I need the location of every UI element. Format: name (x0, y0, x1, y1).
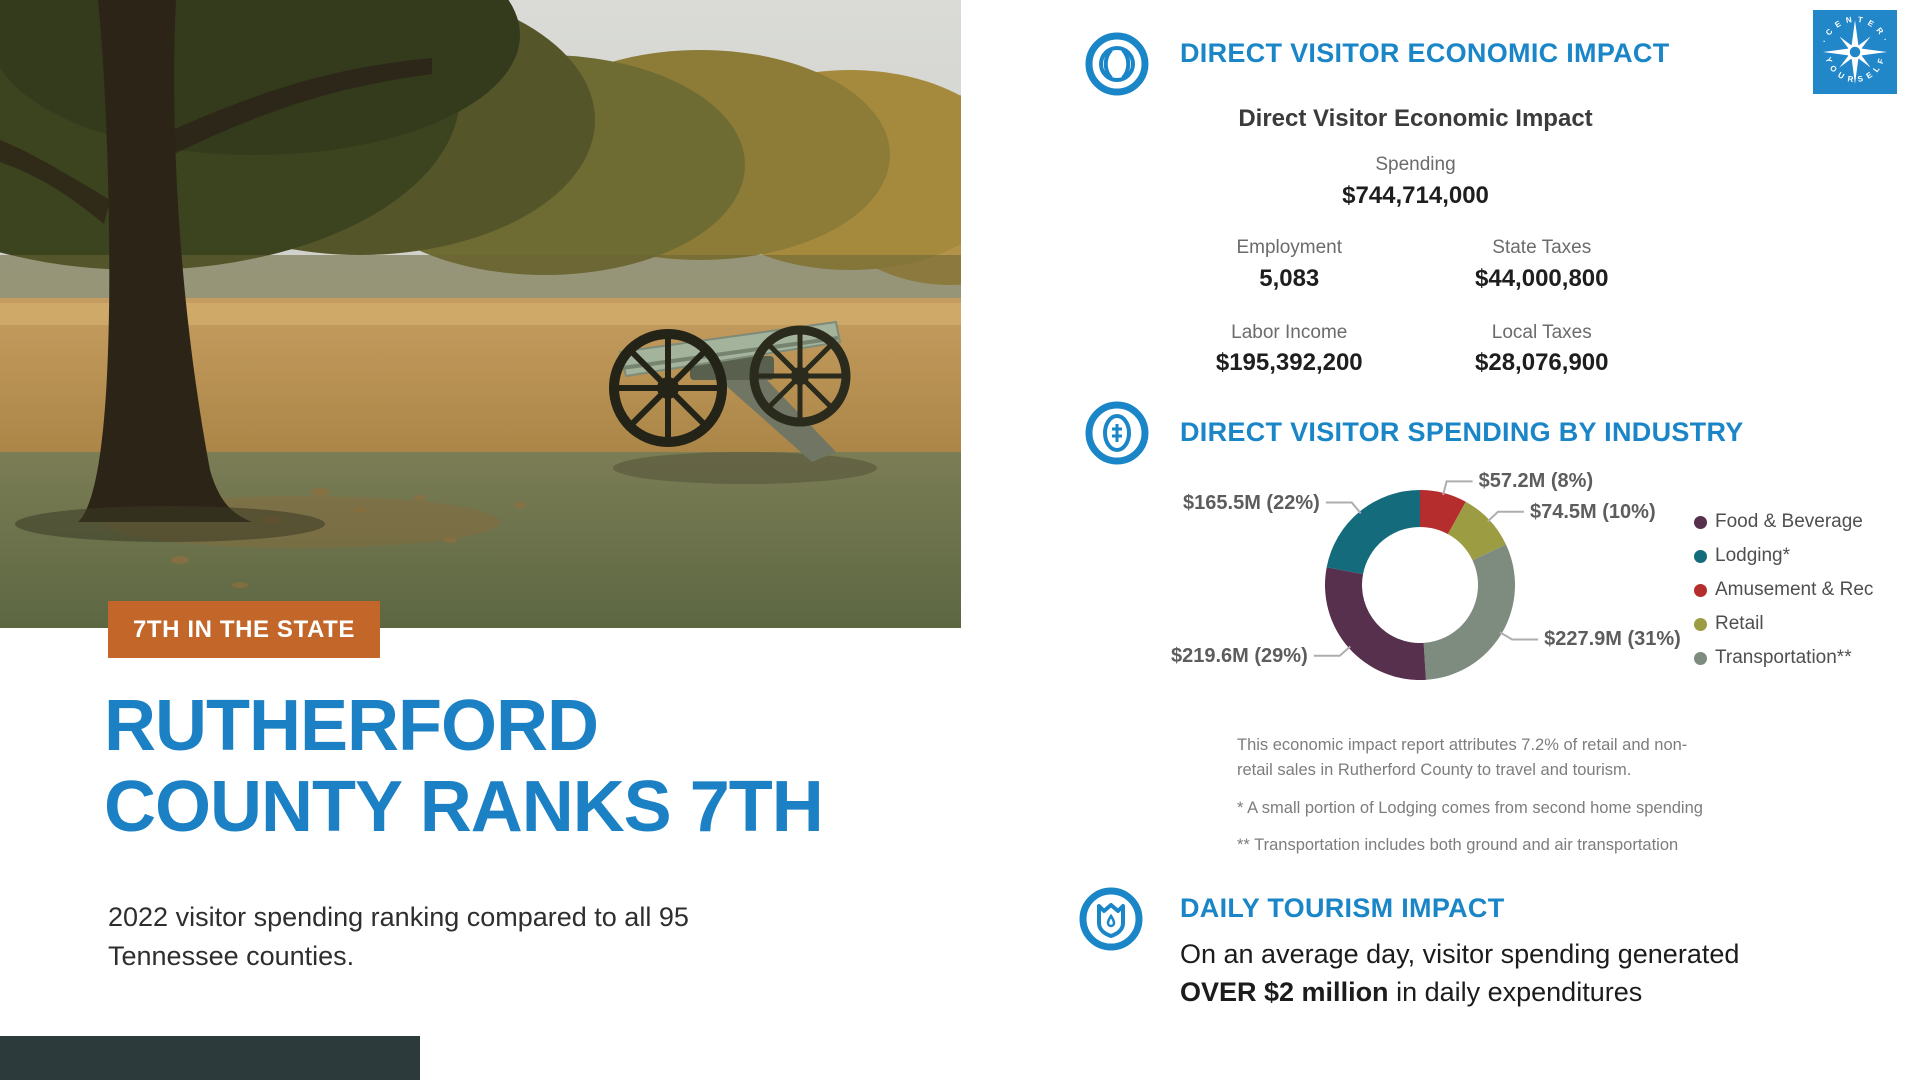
daily-impact-suffix: in daily expenditures (1388, 976, 1643, 1007)
donut-slice-food-beverage (1325, 567, 1426, 680)
donut-label-connector (1325, 501, 1362, 514)
legend-item: Transportation** (1694, 641, 1873, 675)
donut-slice-amusement-rec (1420, 490, 1466, 535)
stat-labor-income: Labor Income $195,392,200 (1163, 321, 1416, 378)
donut-label-connector (1499, 631, 1539, 641)
legend-item: Retail (1694, 607, 1873, 641)
photo-illustration (0, 0, 961, 628)
compass-rose-logo: · C E N T E R · Y O U R S E L F (1813, 10, 1897, 94)
legend-label: Transportation** (1715, 647, 1852, 668)
donut-legend: Food & Beverage Lodging* Amusement & Rec… (1694, 505, 1873, 675)
stat-state-taxes: State Taxes $44,000,800 (1416, 236, 1669, 293)
page-title: RUTHERFORD COUNTY RANKS 7TH (104, 686, 924, 849)
stat-local-taxes: Local Taxes $28,076,900 (1416, 321, 1669, 378)
daily-impact-line1: On an average day, visitor spending gene… (1180, 939, 1740, 969)
stat-value: $28,076,900 (1475, 349, 1609, 377)
shield-circle-icon (1078, 886, 1144, 952)
page-subtitle: 2022 visitor spending ranking compared t… (108, 902, 689, 972)
cannon-wheel-left (609, 329, 727, 447)
section-header-daily-impact: DAILY TOURISM IMPACT (1180, 893, 1505, 923)
legend-item: Food & Beverage (1694, 505, 1873, 539)
stat-spending: Spending $744,714,000 (1163, 153, 1668, 210)
page-title-line1: RUTHERFORD (104, 686, 599, 766)
impact-chart-title: Direct Visitor Economic Impact (1238, 105, 1593, 132)
legend-label: Lodging* (1715, 545, 1791, 566)
cannon-wheel-right (749, 325, 851, 427)
stat-label: Spending (1375, 154, 1456, 175)
legend-dot (1694, 651, 1707, 665)
donut-label: $165.5M (22%) (1183, 491, 1320, 514)
donut-slice-retail (1447, 501, 1506, 561)
daily-impact-text: On an average day, visitor spending gene… (1180, 936, 1820, 1012)
daily-impact-bold: OVER $2 million (1180, 976, 1389, 1007)
legend-dot (1694, 583, 1707, 597)
ball-circle-icon (1084, 31, 1150, 97)
rank-badge: 7TH IN THE STATE (108, 601, 380, 658)
donut-slice-lodging- (1326, 490, 1420, 575)
stat-value: $744,714,000 (1342, 181, 1489, 209)
donut-label: $74.5M (10%) (1529, 500, 1656, 523)
economic-impact-stats: Direct Visitor Economic Impact Spending … (1163, 105, 1668, 405)
legend-label: Amusement & Rec (1715, 579, 1874, 600)
stat-value: $44,000,800 (1475, 264, 1609, 292)
stat-label: Local Taxes (1491, 321, 1592, 343)
donut-label-connector (1487, 510, 1524, 523)
cannon (609, 320, 877, 484)
legend-item: Amusement & Rec (1694, 573, 1873, 607)
legend-label: Food & Beverage (1715, 511, 1863, 532)
donut-label-connector (1313, 645, 1351, 657)
stat-label: State Taxes (1492, 236, 1592, 258)
footnote: * A small portion of Lodging comes from … (1237, 798, 1703, 817)
donut-label: $57.2M (8%) (1478, 470, 1594, 493)
stat-employment: Employment 5,083 (1163, 236, 1416, 293)
legend-dot (1694, 549, 1707, 563)
section-header-economic-impact: DIRECT VISITOR ECONOMIC IMPACT (1180, 38, 1670, 68)
donut-label: $227.9M (31%) (1544, 628, 1681, 651)
stat-label: Labor Income (1231, 321, 1348, 343)
cannon-shadow (613, 452, 877, 484)
section-header-spending-by-industry: DIRECT VISITOR SPENDING BY INDUSTRY (1180, 417, 1744, 447)
legend-item: Lodging* (1694, 539, 1873, 573)
chart-footnotes: This economic impact report attributes 7… (1237, 733, 1717, 871)
footnote: This economic impact report attributes 7… (1237, 736, 1688, 779)
battlefield-photo (0, 0, 961, 628)
compass-star (1823, 20, 1887, 84)
legend-dot (1694, 515, 1707, 529)
page-title-line2: COUNTY RANKS 7TH (104, 767, 824, 848)
footnote: ** Transportation includes both ground a… (1237, 836, 1679, 855)
industry-donut: $57.2M (8%) $74.5M (10%) $227.9M (31%) $219… (1140, 455, 1710, 717)
stat-value: 5,083 (1259, 264, 1320, 292)
stat-label: Employment (1236, 236, 1343, 258)
coin-circle-icon (1084, 400, 1150, 466)
legend-dot (1694, 617, 1707, 631)
stat-value: $195,392,200 (1215, 349, 1363, 377)
stat-grid: Employment 5,083 State Taxes $44,000,800… (1163, 236, 1668, 406)
donut-label-connector (1442, 480, 1473, 496)
footer-accent-bar (0, 1036, 420, 1080)
donut-label: $219.6M (29%) (1170, 644, 1308, 667)
sunlit-grass-strip (0, 303, 961, 325)
donut-svg (1313, 480, 1539, 680)
oak-tree (0, 0, 432, 542)
legend-label: Retail (1715, 613, 1764, 634)
donut-slice-transportation- (1423, 544, 1515, 680)
